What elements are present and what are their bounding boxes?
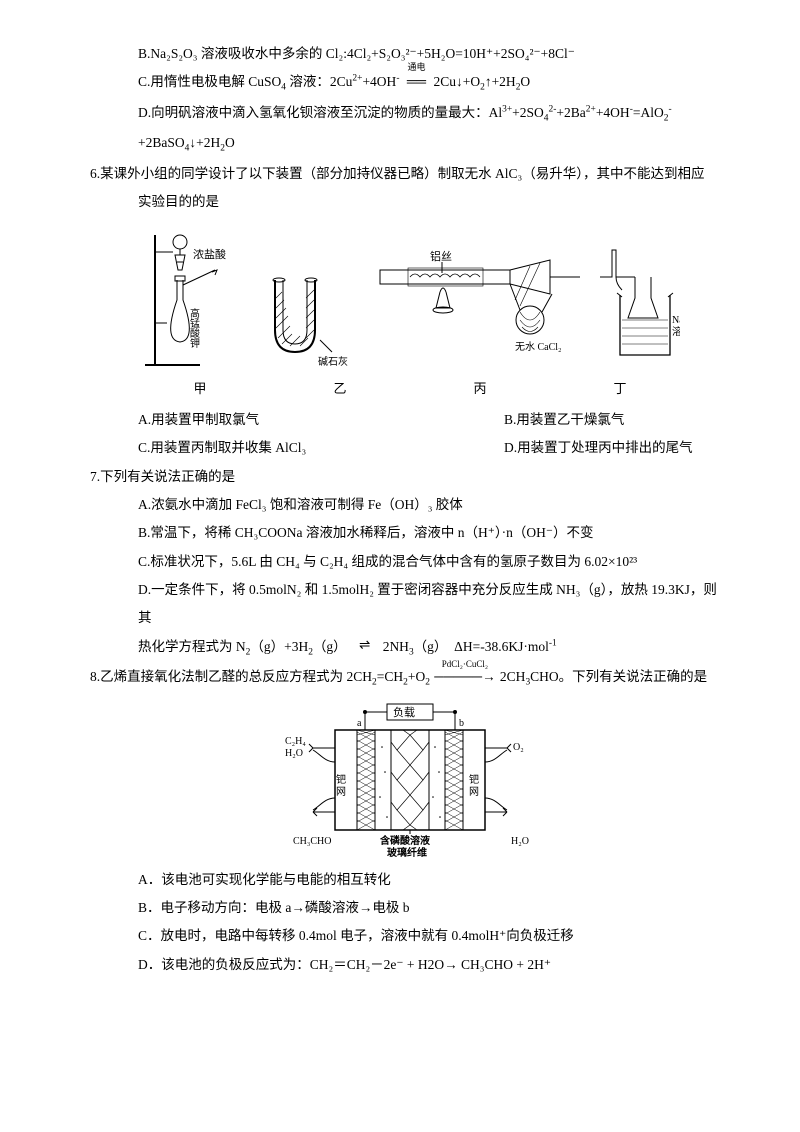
svg-text:溶液: 溶液 xyxy=(672,325,680,338)
q6-option-c: C.用装置丙制取并收集 AlCl₃ xyxy=(138,434,364,462)
q6-stem-line1: 6.某课外小组的同学设计了以下装置（部分加持仪器已略）制取无水 AlC₃（易升华… xyxy=(90,160,730,188)
q5-option-c: C.用惰性电极电解 CuSO4 溶液：2Cu2++4OH-通电══2Cu↓+O2… xyxy=(90,68,730,99)
q6-label-d: 丁 xyxy=(613,375,626,402)
svg-text:钯网: 钯网 xyxy=(334,774,346,798)
q8-figure: 负载 a b C₂H₄ H₂O CH₃CHO O₂ H₂O 钯网 钯网 xyxy=(90,702,730,862)
svg-text:H₂O: H₂O xyxy=(511,836,529,847)
svg-text:负载: 负载 xyxy=(393,705,415,719)
q8-stem: 8.乙烯直接氧化法制乙醛的总反应方程式为 2CH2=CH2+O2PdCl₂·Cu… xyxy=(90,663,730,694)
q6-figure: 浓盐酸 高锰酸钾 碱石灰 铝丝 无水 CaCl₂ xyxy=(90,225,730,402)
q8-option-d: D．该电池的负极反应式为：CH₂＝CH₂－2e⁻ + H2O→ CH₃CHO +… xyxy=(90,951,730,979)
svg-text:NaOH: NaOH xyxy=(672,315,680,326)
q6-label-c: 丙 xyxy=(473,375,486,402)
q6-option-b: B.用装置乙干燥氯气 xyxy=(504,406,730,434)
q7-option-c: C.标准状况下，5.6L 由 CH₄ 与 C₂H₄ 组成的混合气体中含有的氢原子… xyxy=(90,548,730,576)
svg-text:H₂O: H₂O xyxy=(285,748,303,759)
svg-text:高锰酸钾: 高锰酸钾 xyxy=(188,306,200,348)
q8-option-b: B．电子移动方向：电极 a→磷酸溶液→电极 b xyxy=(90,894,730,922)
q7-option-d-line1: D.一定条件下，将 0.5molN₂ 和 1.5molH₂ 置于密闭容器中充分反… xyxy=(90,576,730,633)
q6-stem-line2: 实验目的的是 xyxy=(90,188,730,216)
svg-text:b: b xyxy=(459,718,464,729)
svg-text:无水 CaCl₂: 无水 CaCl₂ xyxy=(515,341,562,353)
svg-text:CH₃CHO: CH₃CHO xyxy=(293,836,332,847)
svg-text:钯网: 钯网 xyxy=(467,774,479,798)
q7-option-a: A.浓氨水中滴加 FeCl₃ 饱和溶液可制得 Fe（OH）₃ 胶体 xyxy=(90,491,730,519)
svg-text:铝丝: 铝丝 xyxy=(430,249,452,263)
svg-text:玻璃纤维: 玻璃纤维 xyxy=(387,846,427,859)
q8-option-c: C．放电时，电路中每转移 0.4mol 电子，溶液中就有 0.4molH⁺向负极… xyxy=(90,922,730,950)
q6-label-a: 甲 xyxy=(193,375,206,402)
svg-text:浓盐酸: 浓盐酸 xyxy=(193,247,226,261)
svg-text:含磷酸溶液: 含磷酸溶液 xyxy=(380,834,430,847)
q8-option-a: A．该电池可实现化学能与电能的相互转化 xyxy=(90,866,730,894)
q6-option-d: D.用装置丁处理丙中排出的尾气 xyxy=(504,434,730,462)
q7-option-b: B.常温下，将稀 CH₃COONa 溶液加水稀释后，溶液中 n（H⁺）·n（OH… xyxy=(90,519,730,547)
svg-text:C₂H₄: C₂H₄ xyxy=(285,736,306,747)
svg-text:碱石灰: 碱石灰 xyxy=(318,355,348,368)
q5-option-d-line2: +2BaSO4↓+2H2O xyxy=(90,129,730,160)
q5-option-d-line1: D.向明矾溶液中滴入氢氧化钡溶液至沉淀的物质的量最大：Al3++2SO42-+2… xyxy=(90,99,730,130)
q7-option-d-line2: 热化学方程式为 N2（g）+3H2（g）⇌2NH3（g） ΔH=-38.6KJ·… xyxy=(90,633,730,664)
q6-label-b: 乙 xyxy=(333,375,346,402)
svg-text:O₂: O₂ xyxy=(513,742,524,753)
q7-stem: 7.下列有关说法正确的是 xyxy=(90,463,730,491)
svg-text:a: a xyxy=(357,718,362,729)
q6-option-a: A.用装置甲制取氯气 xyxy=(138,406,364,434)
